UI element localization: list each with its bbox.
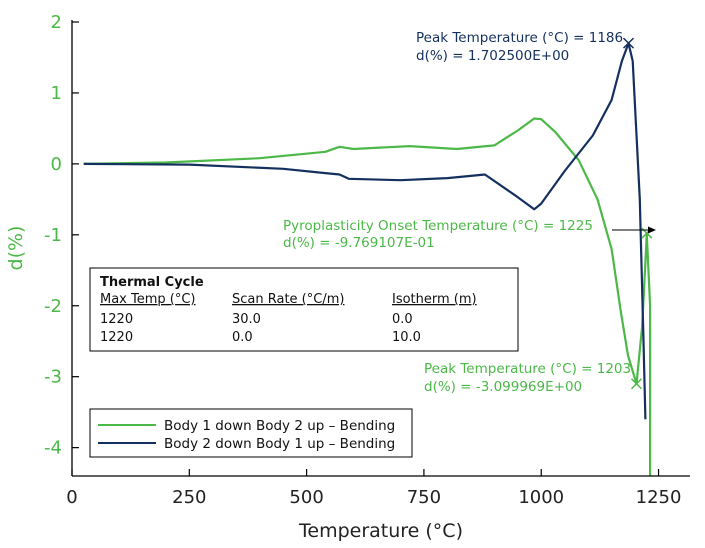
series-line-2: [83, 42, 647, 420]
annotation-onset-line1: Pyroplasticity Onset Temperature (°C) = …: [283, 218, 593, 234]
thermal-cycle-header-isotherm: Isotherm (m): [392, 292, 477, 307]
annotation-peak-body2-line1: Peak Temperature (°C) = 1186: [416, 30, 623, 46]
x-tick-label: 1000: [518, 487, 564, 508]
legend-label-body1: Body 1 down Body 2 up – Bending: [164, 418, 395, 434]
y-tick-label: -2: [44, 296, 62, 317]
x-tick-label: 500: [289, 487, 323, 508]
annotation-peak-body1-line1: Peak Temperature (°C) = 1203: [424, 361, 631, 377]
thermal-cycle-row1-maxtemp: 1220: [100, 312, 133, 327]
annotation-peak-body2-line2: d(%) = 1.702500E+00: [416, 48, 569, 64]
x-axis-title: Temperature (°C): [298, 520, 463, 542]
y-tick-label: -1: [44, 225, 62, 246]
thermal-cycle-table: Thermal Cycle Max Temp (°C) Scan Rate (°…: [89, 267, 519, 352]
y-tick-label: 1: [51, 83, 62, 104]
x-tick-label: 0: [66, 487, 77, 508]
thermal-cycle-row2-isotherm: 10.0: [392, 330, 421, 345]
marker-x-3: [622, 37, 635, 49]
legend-label-body2: Body 2 down Body 1 up – Bending: [164, 436, 395, 452]
x-tick-label: 750: [407, 487, 441, 508]
series-layer: [83, 42, 652, 476]
marker-x-2: [630, 378, 643, 390]
annotation-onset-arrowhead: [648, 226, 656, 234]
thermal-cycle-row1-isotherm: 0.0: [392, 312, 413, 327]
x-tick-label: 250: [172, 487, 206, 508]
thermal-cycle-header-maxtemp: Max Temp (°C): [100, 292, 196, 307]
y-tick-label: -4: [44, 438, 62, 459]
x-tick-label: 1250: [636, 487, 682, 508]
thermal-cycle-header-scanrate: Scan Rate (°C/m): [232, 292, 344, 307]
y-tick-label: 2: [51, 12, 62, 33]
y-tick-label: -3: [44, 367, 62, 388]
legend: Body 1 down Body 2 up – Bending Body 2 d…: [89, 408, 413, 458]
legend-box: [89, 408, 413, 458]
thermal-cycle-row2-scanrate: 0.0: [232, 330, 253, 345]
thermal-cycle-title: Thermal Cycle: [100, 275, 204, 290]
y-axis-title: d(%): [5, 226, 27, 271]
y-tick-label: 0: [51, 154, 62, 175]
thermal-cycle-row1-scanrate: 30.0: [232, 312, 261, 327]
series-line-1: [83, 117, 652, 476]
tick-layer: 2 1 0 -1 -2 -3 -4 0 250 500 750 1000 1250: [44, 12, 681, 508]
annotation-peak-body1-line2: d(%) = -3.099969E+00: [424, 379, 582, 395]
thermal-cycle-box: [89, 267, 519, 352]
thermal-cycle-row2-maxtemp: 1220: [100, 330, 133, 345]
marker-layer: [622, 37, 653, 390]
annotation-onset-line2: d(%) = -9.769107E-01: [283, 235, 435, 251]
